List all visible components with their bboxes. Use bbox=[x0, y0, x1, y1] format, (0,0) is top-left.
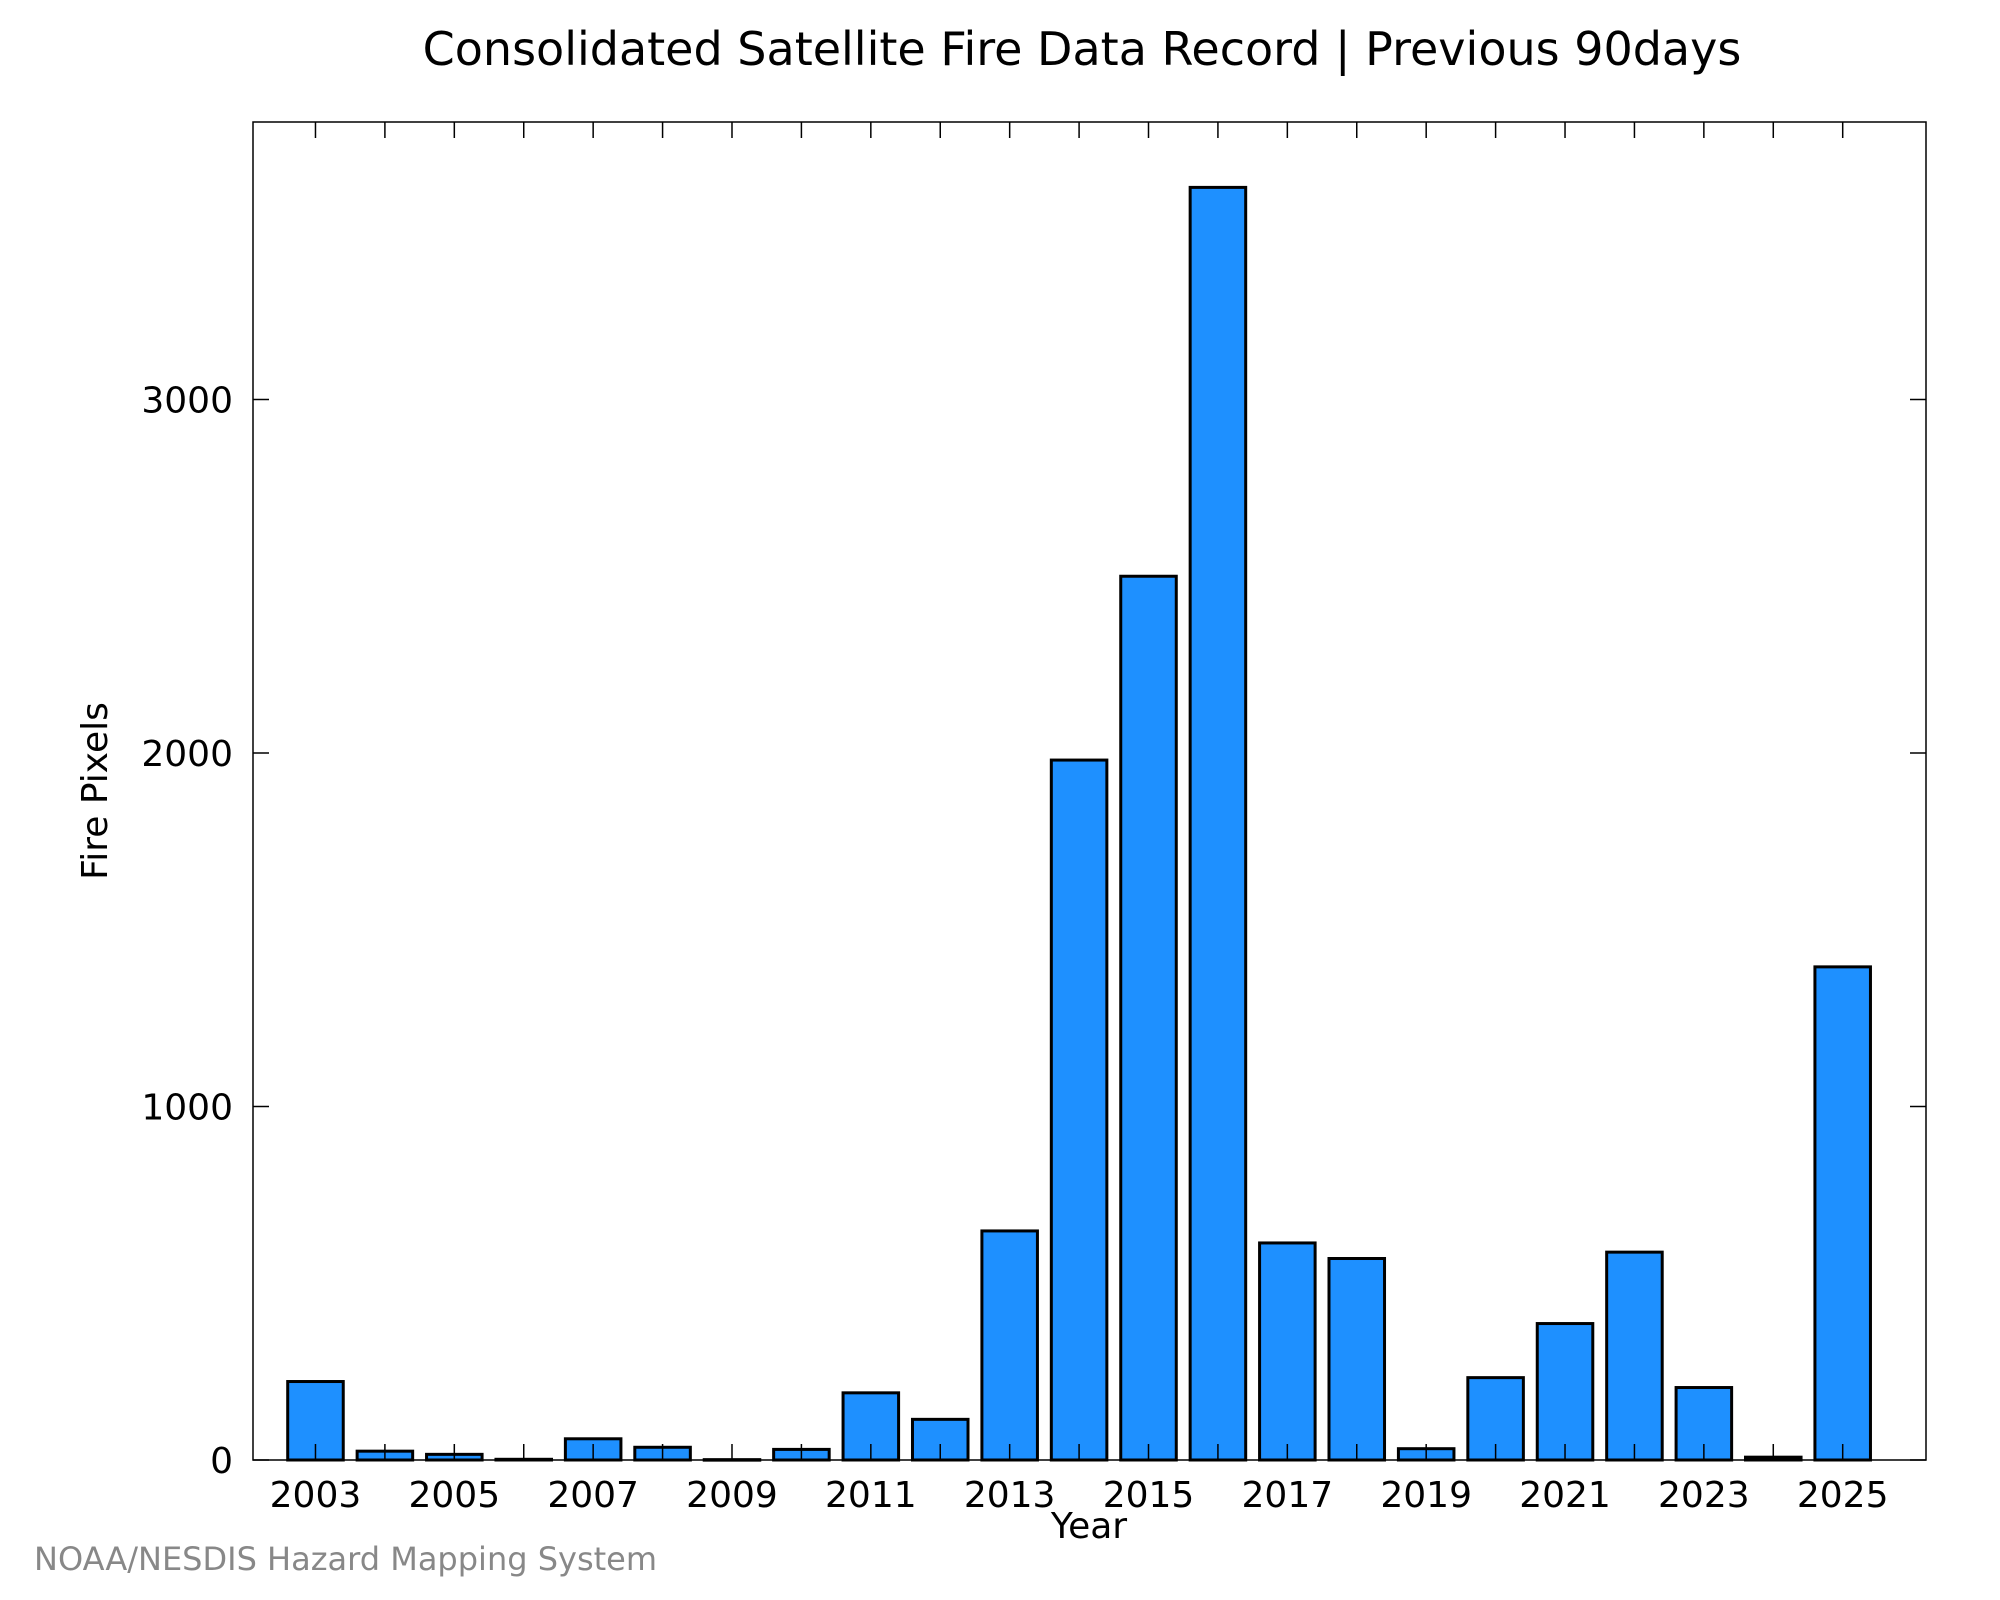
y-axis-label: Fire Pixels bbox=[75, 702, 116, 880]
x-tick-label-2025: 2025 bbox=[1797, 1475, 1889, 1516]
y-tick-label-3000: 3000 bbox=[141, 380, 233, 421]
bar-2022 bbox=[1605, 1250, 1664, 1462]
x-tick-label-2011: 2011 bbox=[825, 1475, 917, 1516]
credit-text: NOAA/NESDIS Hazard Mapping System bbox=[34, 1540, 658, 1578]
x-tick-label-2007: 2007 bbox=[547, 1475, 639, 1516]
bar-2017 bbox=[1258, 1241, 1317, 1462]
bar-2013 bbox=[980, 1229, 1039, 1462]
x-tick-label-2017: 2017 bbox=[1242, 1475, 1334, 1516]
bar-2015 bbox=[1119, 574, 1178, 1462]
x-tick-label-2019: 2019 bbox=[1380, 1475, 1472, 1516]
bar-2025 bbox=[1813, 965, 1872, 1462]
bar-2014 bbox=[1049, 758, 1109, 1462]
y-tick-label-0: 0 bbox=[210, 1441, 233, 1482]
x-tick-label-2015: 2015 bbox=[1103, 1475, 1195, 1516]
bar-2018 bbox=[1327, 1257, 1387, 1462]
chart-title: Consolidated Satellite Fire Data Record … bbox=[422, 22, 1742, 76]
ticks-group: 2003 2005 2007 2009 2011 2013 2015 2017 2019 2021… bbox=[141, 122, 1926, 1516]
x-axis-label: Year bbox=[1050, 1506, 1127, 1547]
x-tick-label-2013: 2013 bbox=[964, 1475, 1056, 1516]
y-tick-label-2000: 2000 bbox=[141, 734, 233, 775]
bar-2016 bbox=[1188, 185, 1248, 1462]
x-tick-label-2009: 2009 bbox=[686, 1475, 778, 1516]
x-tick-label-2023: 2023 bbox=[1658, 1475, 1750, 1516]
x-tick-label-2003: 2003 bbox=[270, 1475, 362, 1516]
y-tick-label-1000: 1000 bbox=[141, 1087, 233, 1128]
x-tick-label-2005: 2005 bbox=[409, 1475, 501, 1516]
bar-2021 bbox=[1535, 1322, 1595, 1462]
x-tick-label-2021: 2021 bbox=[1519, 1475, 1611, 1516]
bars-group bbox=[286, 185, 1872, 1462]
plot-frame bbox=[252, 121, 1927, 1461]
